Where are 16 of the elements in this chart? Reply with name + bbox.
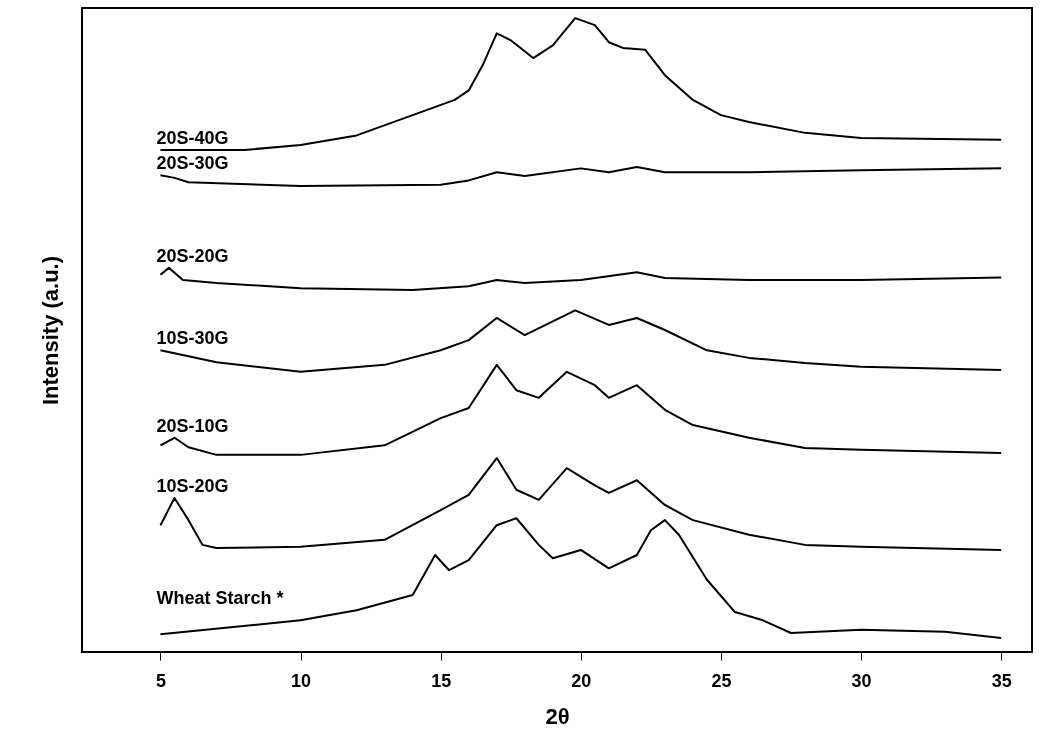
x-tick-label: 15 bbox=[431, 670, 452, 691]
x-tick-label: 35 bbox=[991, 670, 1012, 691]
series-label: 20S-40G bbox=[156, 127, 229, 148]
x-tick-label: 20 bbox=[571, 670, 592, 691]
y-axis-title: Intensity (a.u.) bbox=[37, 255, 63, 406]
x-tick-label: 10 bbox=[291, 670, 312, 691]
x-tick-label: 30 bbox=[851, 670, 872, 691]
x-axis-title: 2θ bbox=[545, 703, 570, 729]
series-label: 10S-30G bbox=[156, 328, 229, 349]
series-label: 20S-30G bbox=[156, 153, 229, 174]
series-label: 20S-20G bbox=[156, 245, 229, 266]
series-label: 10S-20G bbox=[156, 475, 229, 496]
series-label: Wheat Starch * bbox=[156, 588, 284, 609]
series-label: 20S-10G bbox=[156, 415, 229, 436]
x-tick-label: 5 bbox=[155, 670, 166, 691]
x-tick-label: 25 bbox=[711, 670, 732, 691]
